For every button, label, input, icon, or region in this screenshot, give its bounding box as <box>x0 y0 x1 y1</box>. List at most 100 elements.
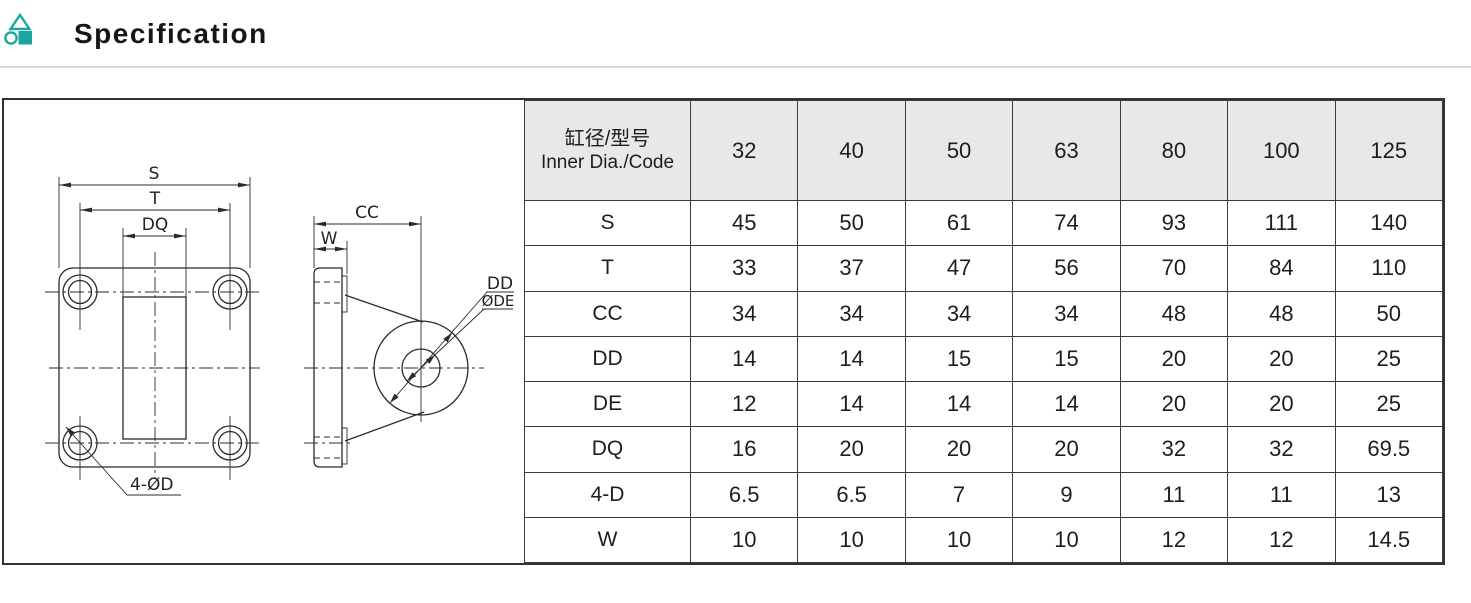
dim-label-dd: DD <box>487 274 513 294</box>
header-label-en: Inner Dia./Code <box>540 152 675 174</box>
table-cell: 11 <box>1119 471 1229 518</box>
dim-label-4d: 4-ØD <box>130 475 173 495</box>
table-cell: 9 <box>1012 471 1121 518</box>
table-row: DD 14 14 15 15 20 20 25 <box>524 335 1444 383</box>
header-label-cn: 缸径/型号 <box>564 128 651 151</box>
page-header: Specification <box>0 0 1471 68</box>
front-view: S T DQ <box>45 164 260 496</box>
table-cell: 20 <box>1227 335 1336 383</box>
flange-lip-top <box>341 275 348 313</box>
column-header: 40 <box>797 100 906 201</box>
table-cell: 10 <box>689 516 799 564</box>
drawing-svg: S T DQ <box>45 164 515 496</box>
table-cell: 33 <box>689 245 799 292</box>
table-row: DQ 16 20 20 20 32 32 69.5 <box>524 426 1444 473</box>
dim-label-s: S <box>149 164 160 184</box>
mount-plate-outline <box>58 267 251 468</box>
row-label: S <box>524 199 691 247</box>
table-cell: 69.5 <box>1334 426 1444 473</box>
table-cell: 20 <box>1119 335 1229 383</box>
table-cell: 14 <box>797 335 906 383</box>
table-row: W 10 10 10 10 12 12 14.5 <box>524 516 1444 564</box>
page-title: Specification <box>74 18 268 49</box>
table-cell: 20 <box>1227 380 1336 428</box>
dim-s: S <box>58 164 251 268</box>
triangle-circle-square-icon <box>4 13 32 45</box>
table-cell: 50 <box>1334 290 1444 337</box>
gusset-bottom <box>344 411 425 442</box>
table-cell: 34 <box>904 290 1014 337</box>
callout-dd: DD <box>387 274 514 405</box>
row-label: DE <box>524 380 691 428</box>
table-cell: 12 <box>1119 516 1229 564</box>
table-cell: 13 <box>1334 471 1444 518</box>
gusset-top <box>344 294 424 323</box>
table-cell: 61 <box>904 199 1014 247</box>
table-cell: 14 <box>689 335 799 383</box>
table-cell: 10 <box>904 516 1014 564</box>
table-cell: 50 <box>797 199 906 247</box>
column-header: 80 <box>1119 100 1229 201</box>
table-cell: 25 <box>1334 380 1444 428</box>
table-cell: 70 <box>1119 245 1229 292</box>
table-cell: 10 <box>797 516 906 564</box>
table-cell: 32 <box>1227 426 1336 473</box>
table-cell: 34 <box>797 290 906 337</box>
table-header-row: 缸径/型号 Inner Dia./Code 32 40 50 63 80 100… <box>524 100 1444 201</box>
table-cell: 10 <box>1012 516 1121 564</box>
callout-de: ØDE <box>405 292 515 384</box>
row-label: DD <box>524 335 691 383</box>
table-cell: 45 <box>689 199 799 247</box>
dim-label-t: T <box>149 189 161 209</box>
table-cell: 110 <box>1334 245 1444 292</box>
row-label: DQ <box>524 426 691 473</box>
table-cell: 20 <box>1119 380 1229 428</box>
dim-label-w: W <box>321 229 338 249</box>
table-cell: 47 <box>904 245 1014 292</box>
spec-panel: S T DQ <box>2 98 1445 565</box>
side-view: CC W DD <box>304 203 515 468</box>
dim-cc: CC <box>313 203 421 268</box>
table-cell: 6.5 <box>689 471 799 518</box>
table-cell: 6.5 <box>797 471 906 518</box>
dim-label-de: ØDE <box>482 292 515 310</box>
row-label: 4-D <box>524 471 691 518</box>
table-cell: 34 <box>689 290 799 337</box>
column-header: 32 <box>689 100 799 201</box>
table-cell: 15 <box>904 335 1014 383</box>
table-cell: 74 <box>1012 199 1121 247</box>
table-cell: 56 <box>1012 245 1121 292</box>
table-cell: 32 <box>1119 426 1229 473</box>
square-icon <box>18 31 32 45</box>
table-cell: 20 <box>797 426 906 473</box>
table-row: CC 34 34 34 34 48 48 50 <box>524 290 1444 337</box>
table-cell: 140 <box>1334 199 1444 247</box>
table-cell: 25 <box>1334 335 1444 383</box>
table-cell: 111 <box>1227 199 1336 247</box>
side-centerlines <box>304 216 484 444</box>
row-label: W <box>524 516 691 564</box>
column-header: 63 <box>1012 100 1121 201</box>
callout-4-holes: 4-ØD <box>63 425 181 496</box>
table-cell: 37 <box>797 245 906 292</box>
spec-table-body: S 45 50 61 74 93 111 140 T 33 37 47 56 70 84 110 CC 34 34 3… <box>524 199 1444 564</box>
dim-w: W <box>314 229 348 274</box>
technical-drawing: S T DQ <box>4 100 524 563</box>
table-cell: 48 <box>1119 290 1229 337</box>
column-header: 125 <box>1334 100 1444 201</box>
table-cell: 34 <box>1012 290 1121 337</box>
table-cell: 20 <box>1012 426 1121 473</box>
table-row: 4-D 6.5 6.5 7 9 11 11 13 <box>524 471 1444 518</box>
table-cell: 12 <box>689 380 799 428</box>
table-cell: 84 <box>1227 245 1336 292</box>
spec-table: 缸径/型号 Inner Dia./Code 32 40 50 63 80 100… <box>524 100 1444 564</box>
dim-t: T <box>80 189 230 213</box>
triangle-icon <box>8 13 32 31</box>
dim-label-dq: DQ <box>142 215 168 235</box>
table-row: T 33 37 47 56 70 84 110 <box>524 245 1444 292</box>
table-cell: 14.5 <box>1334 516 1444 564</box>
dim-label-cc: CC <box>355 203 379 223</box>
hidden-lines <box>314 281 342 459</box>
table-cell: 12 <box>1227 516 1336 564</box>
table-cell: 14 <box>904 380 1014 428</box>
